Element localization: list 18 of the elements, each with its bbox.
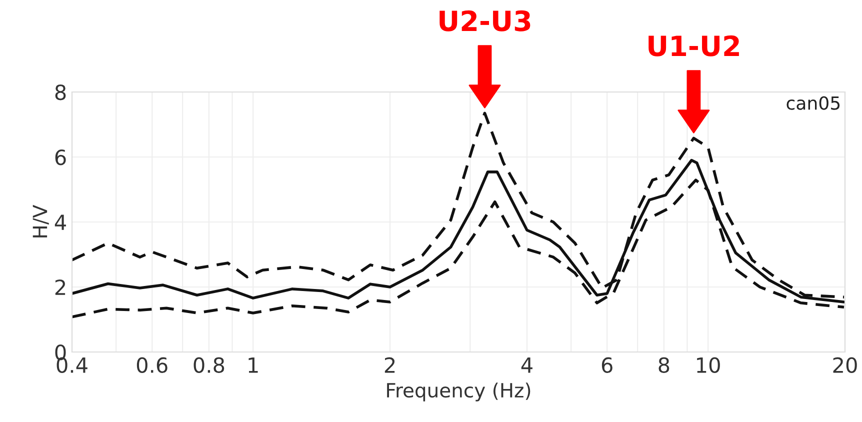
y-tick-label: 6 <box>55 149 66 166</box>
x-tick-label: 0.8 <box>194 357 224 373</box>
x-tick-label: 2 <box>384 357 395 373</box>
x-tick-label: 6 <box>602 357 612 373</box>
x-tick-label: 10 <box>697 357 720 373</box>
x-tick-label: 1 <box>248 358 258 373</box>
x-tick-label: 4 <box>521 358 532 373</box>
x-tick-label: 0.6 <box>136 357 168 373</box>
y-axis-title: H/V <box>32 204 49 238</box>
annotation: can05 <box>786 96 840 110</box>
x-axis-title: Frequency (Hz) <box>387 382 530 402</box>
x-tick-label: 8 <box>658 357 670 373</box>
y-tick-label: 2 <box>55 279 66 295</box>
y-tick-label: 4 <box>54 214 66 230</box>
annotation: U1-U2 <box>648 35 739 56</box>
x-tick-label: 20 <box>833 357 857 373</box>
annotation: U2-U3 <box>440 10 530 32</box>
y-tick-label: 8 <box>55 84 66 100</box>
